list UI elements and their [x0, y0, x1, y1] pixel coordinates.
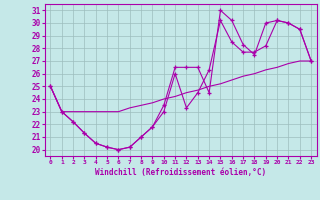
X-axis label: Windchill (Refroidissement éolien,°C): Windchill (Refroidissement éolien,°C) — [95, 168, 266, 177]
